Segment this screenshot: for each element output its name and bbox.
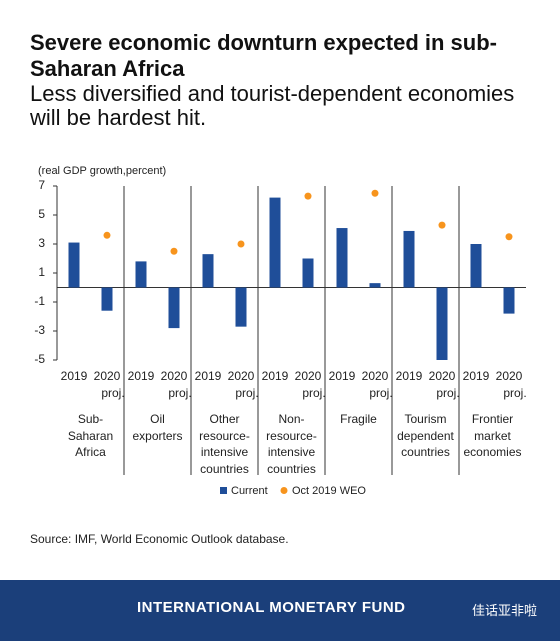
x-tick-label: proj. [235,386,258,400]
category-label: Tourism dependent countries [397,412,454,459]
x-tick-label: 2020 [362,369,389,383]
org-name: INTERNATIONAL MONETARY FUND [137,599,406,616]
category-label: Sub-Saharan Africa [67,412,114,459]
x-tick-label: 2019 [128,369,155,383]
bar [68,242,80,288]
x-tick-label: 2020 [496,369,523,383]
x-tick-label: proj. [302,386,325,400]
x-tick-label: 2020 [429,369,456,383]
x-tick-label: 2020 [295,369,322,383]
x-tick-label: 2019 [61,369,88,383]
x-tick-label: proj. [503,386,526,400]
x-tick-label: 2020 [161,369,188,383]
category-label: Other resource-intensive countries [199,412,250,476]
weo-marker [103,231,111,239]
bar [302,258,314,288]
weo-marker [304,192,312,200]
bar [436,287,448,360]
source: Source: IMF, World Economic Outlook data… [30,532,289,546]
y-tick-label: 1 [38,265,45,279]
bar [202,254,214,288]
x-tick-label: 2019 [262,369,289,383]
legend-label: Oct 2019 WEO [292,485,366,497]
weo-marker [438,221,446,229]
weo-marker [237,240,245,248]
legend-swatch [220,487,227,494]
subtitle: Less diversified and tourist-dependent e… [30,81,515,130]
category-label: Non-resource-intensive countries [266,412,317,476]
weo-marker [170,247,178,255]
x-tick-label: proj. [168,386,191,400]
title: Severe economic downturn expected in sub… [30,30,497,81]
bar [369,283,381,288]
y-tick-label: -5 [34,352,45,366]
watermark: 佳话亚非啦 [472,603,538,618]
y-tick-label: 7 [38,178,45,192]
bar [135,261,147,288]
bar [336,228,348,288]
legend-label: Current [231,485,268,497]
bar [503,287,515,314]
x-tick-label: proj. [101,386,124,400]
category-label: Fragile [340,412,377,426]
x-tick-label: 2019 [195,369,222,383]
weo-marker [505,233,513,241]
footer-band: INTERNATIONAL MONETARY FUND 佳话亚非啦 [0,580,560,641]
legend-swatch [280,487,288,494]
x-tick-label: proj. [436,386,459,400]
bar [168,287,180,329]
bar [269,197,281,288]
bar [235,287,247,327]
y-tick-label: 3 [38,236,45,250]
x-tick-label: 2019 [396,369,423,383]
y-tick-label: -1 [34,294,45,308]
chart: (real GDP growth,percent) Source: IMF, W… [30,165,527,546]
y-tick-label: -3 [34,323,45,337]
weo-marker [371,189,379,197]
x-tick-label: 2019 [463,369,490,383]
category-label: Frontier market economies [463,412,522,459]
bar [470,244,482,288]
y-axis-label: (real GDP growth,percent) [38,165,166,177]
category-label: Oil exporters [132,412,183,443]
x-tick-label: 2019 [329,369,356,383]
bar [403,230,415,288]
y-tick-label: 5 [38,207,45,221]
x-tick-label: proj. [369,386,392,400]
bar [101,287,113,311]
x-tick-label: 2020 [94,369,121,383]
x-tick-label: 2020 [228,369,255,383]
